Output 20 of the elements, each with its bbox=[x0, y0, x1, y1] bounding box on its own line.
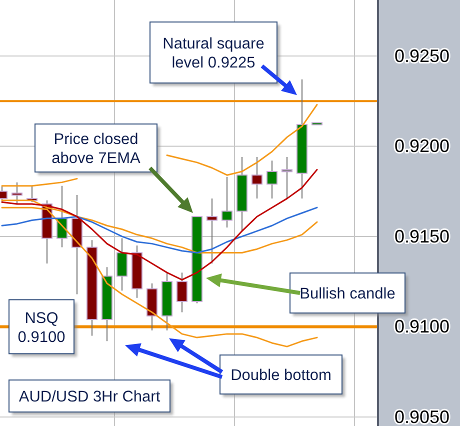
candlestick bbox=[116, 238, 128, 292]
annotation: NSQ 0.9100 bbox=[18, 310, 66, 346]
candlestick bbox=[252, 156, 262, 200]
candlestick bbox=[222, 176, 232, 228]
annotation: Natural square level 0.9225 bbox=[162, 36, 264, 72]
candlestick bbox=[206, 198, 218, 264]
annotation: Bullish candle bbox=[300, 286, 396, 303]
y-tick-label: 0.9050 bbox=[394, 406, 450, 426]
annotation: AUD/USD 3Hr Chart bbox=[18, 388, 161, 406]
line-series bbox=[1, 168, 318, 281]
annotation: Double bottom bbox=[230, 367, 332, 384]
annotation: Price closed above 7EMA bbox=[52, 131, 142, 168]
y-tick-label: 0.9100 bbox=[394, 316, 450, 337]
candlestick bbox=[12, 182, 22, 204]
y-tick-label: 0.9250 bbox=[394, 46, 450, 66]
y-tick-label: 0.9200 bbox=[394, 136, 450, 156]
candlestick bbox=[266, 160, 278, 200]
y-tick-label: 0.9150 bbox=[394, 226, 450, 246]
candlestick bbox=[176, 272, 188, 313]
candlestick bbox=[282, 156, 292, 200]
